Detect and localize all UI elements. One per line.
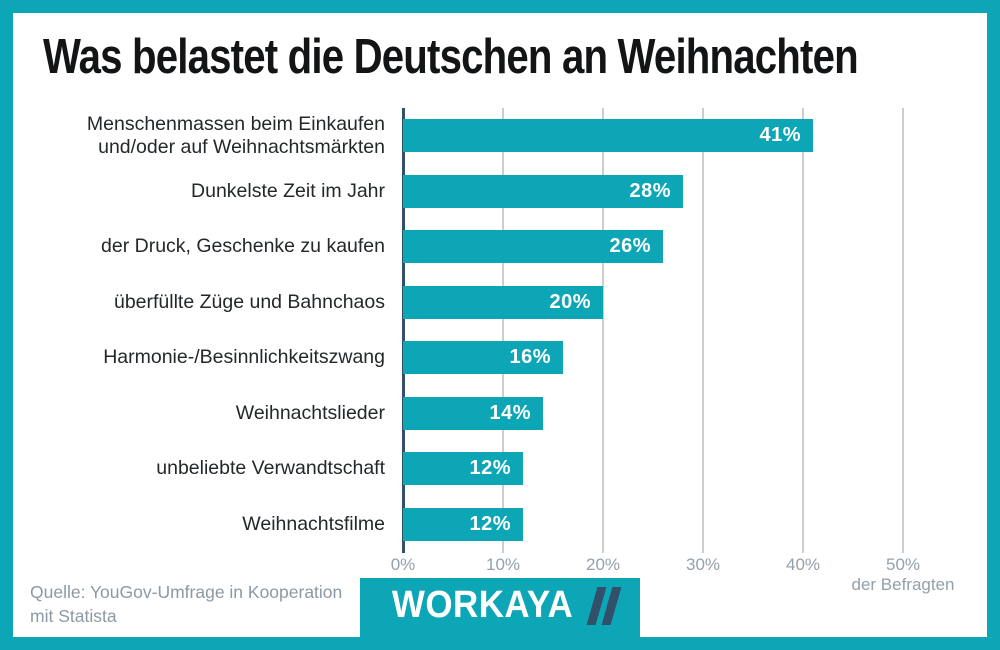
category-label: Weihnachtsfilme <box>242 512 385 535</box>
x-tick-label: 20% <box>585 555 621 574</box>
gridline <box>702 108 704 553</box>
y-axis-line <box>401 108 405 553</box>
x-tick-label: 0% <box>390 555 416 574</box>
category-label: überfüllte Züge und Bahnchaos <box>113 290 385 313</box>
bar-value-label: 14% <box>489 401 531 424</box>
bar-row: Weihnachtslieder 14% <box>0 396 974 430</box>
bar-row: Dunkelste Zeit im Jahr 28% <box>0 174 974 208</box>
bar: 12% <box>403 507 523 541</box>
gridline <box>502 108 504 553</box>
bar: 16% <box>403 341 563 374</box>
category-label: der Druck, Geschenke zu kaufen <box>101 235 385 257</box>
bar-row: Harmonie-/Besinnlichkeitszwang 16% <box>0 341 974 374</box>
bar-row: Menschenmassen beim Einkaufen und/oder a… <box>0 112 974 158</box>
bar: 20% <box>403 285 603 319</box>
bar-value-label: 20% <box>549 290 591 313</box>
bar-value-label: 12% <box>469 457 511 479</box>
logo-double-slash-icon <box>586 586 621 625</box>
bar-row: unbeliebte Verwandtschaft 12% <box>0 452 974 485</box>
bar-value-label: 28% <box>629 179 671 202</box>
category-label: Weihnachtslieder <box>235 401 385 424</box>
bar: 26% <box>403 230 663 263</box>
x-axis-note: der Befragten <box>851 575 955 594</box>
source-line-2: mit Statista <box>30 606 117 626</box>
source-line-1: Quelle: YouGov-Umfrage in Kooperation <box>30 582 343 602</box>
x-tick-label: 50% <box>885 555 921 574</box>
bar-value-label: 26% <box>609 235 651 257</box>
bar-value-label: 12% <box>469 512 511 535</box>
gridline <box>902 108 904 553</box>
category-label: Dunkelste Zeit im Jahr <box>191 179 385 202</box>
content-panel <box>13 13 987 637</box>
bar: 14% <box>403 396 543 430</box>
gridline <box>802 108 804 553</box>
bar-value-label: 16% <box>509 346 551 368</box>
workaya-logo: WORKAYA <box>360 578 640 650</box>
x-tick-label: 10% <box>485 555 521 574</box>
bar-row: überfüllte Züge und Bahnchaos 20% <box>0 285 974 319</box>
category-label: unbeliebte Verwandtschaft <box>156 457 385 479</box>
bar: 41% <box>403 119 813 152</box>
category-label: Menschenmassen beim Einkaufen und/oder a… <box>86 112 385 158</box>
source-note: Quelle: YouGov-Umfrage in Kooperation mi… <box>30 580 342 628</box>
bar-row: der Druck, Geschenke zu kaufen 26% <box>0 230 974 263</box>
bar: 12% <box>403 452 523 485</box>
bar: 28% <box>403 174 683 208</box>
x-tick-label: 30% <box>685 555 721 574</box>
gridline <box>602 108 604 553</box>
chart-title: Was belastet die Deutschen an Weihnachte… <box>43 30 859 84</box>
category-label: Harmonie-/Besinnlichkeitszwang <box>103 346 385 368</box>
x-tick-label: 40% <box>785 555 821 574</box>
bar-value-label: 41% <box>759 124 801 146</box>
logo-wordmark: WORKAYA <box>392 584 574 626</box>
bar-row: Weihnachtsfilme 12% <box>0 507 974 541</box>
